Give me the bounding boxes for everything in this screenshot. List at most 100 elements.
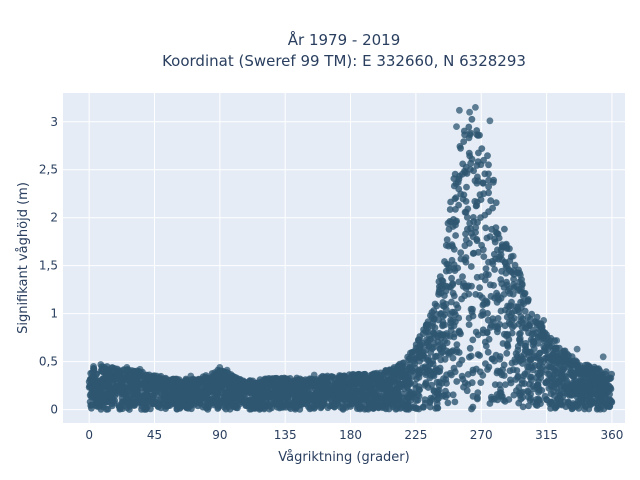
- data-point: [492, 229, 500, 236]
- data-point: [472, 229, 479, 236]
- data-point: [524, 297, 532, 304]
- data-point: [577, 375, 585, 382]
- data-point: [208, 383, 216, 391]
- y-tick-label: 1,5: [39, 259, 58, 273]
- data-point: [594, 400, 602, 408]
- data-point: [499, 243, 507, 251]
- data-point: [469, 403, 477, 411]
- data-point: [90, 363, 97, 370]
- data-point: [521, 307, 529, 315]
- x-tick-label: 180: [339, 428, 362, 442]
- data-point: [384, 385, 392, 392]
- data-point: [284, 394, 291, 401]
- data-point: [412, 397, 420, 404]
- data-point: [527, 356, 535, 363]
- data-point: [477, 196, 485, 204]
- data-point: [542, 379, 550, 386]
- data-point: [408, 353, 416, 360]
- data-point: [501, 322, 509, 330]
- data-point: [451, 267, 459, 274]
- data-point: [308, 382, 315, 390]
- data-point: [348, 371, 356, 379]
- data-point: [293, 396, 301, 404]
- data-point: [530, 330, 537, 338]
- data-point: [562, 403, 570, 411]
- data-point: [551, 370, 559, 378]
- data-point: [522, 342, 529, 350]
- data-point: [459, 375, 467, 383]
- x-tick-label: 225: [404, 428, 427, 442]
- data-point: [495, 234, 503, 242]
- data-point: [518, 389, 525, 397]
- data-point: [461, 292, 469, 300]
- data-point: [553, 337, 561, 344]
- x-tick-label: 315: [535, 428, 558, 442]
- data-point: [445, 225, 453, 233]
- data-point: [510, 391, 518, 399]
- data-point: [106, 388, 113, 395]
- data-point: [486, 281, 494, 289]
- data-point: [173, 405, 181, 413]
- data-point: [502, 381, 509, 388]
- data-point: [386, 370, 394, 377]
- data-point: [483, 329, 491, 337]
- data-point: [596, 388, 603, 395]
- data-point: [430, 329, 437, 337]
- data-point: [474, 158, 482, 166]
- data-point: [481, 276, 489, 284]
- data-point: [465, 321, 473, 328]
- x-axis-title: Vågriktning (grader): [278, 450, 409, 465]
- data-point: [378, 377, 385, 384]
- data-point: [293, 378, 301, 386]
- data-point: [463, 214, 471, 221]
- data-point: [540, 332, 548, 340]
- data-point: [116, 367, 123, 375]
- data-point: [123, 364, 131, 371]
- data-point: [115, 382, 123, 390]
- data-point: [529, 337, 537, 344]
- data-point: [492, 224, 500, 232]
- data-point: [419, 355, 426, 362]
- data-point: [391, 377, 398, 385]
- data-point: [510, 281, 517, 288]
- data-point: [453, 378, 461, 385]
- data-point: [467, 352, 475, 360]
- data-point: [544, 353, 552, 361]
- data-point: [415, 367, 422, 375]
- data-point: [453, 341, 461, 348]
- data-point: [455, 327, 463, 335]
- data-point: [134, 382, 142, 390]
- data-point: [451, 398, 459, 406]
- data-point: [552, 354, 560, 361]
- data-point: [476, 131, 483, 139]
- data-point: [195, 388, 203, 396]
- data-point: [512, 303, 520, 311]
- data-point: [346, 390, 354, 398]
- data-point: [124, 400, 132, 408]
- data-point: [453, 123, 460, 130]
- data-point: [481, 338, 489, 346]
- data-point: [300, 378, 308, 386]
- data-point: [466, 131, 474, 139]
- x-tick-label: 135: [274, 428, 297, 442]
- data-point: [494, 246, 501, 254]
- data-point: [407, 397, 415, 404]
- data-point: [482, 360, 489, 367]
- data-point: [436, 341, 444, 348]
- data-point: [238, 387, 246, 395]
- data-point: [329, 397, 336, 405]
- data-point: [511, 356, 519, 363]
- data-point: [517, 337, 524, 345]
- data-point: [461, 208, 469, 216]
- data-point: [466, 344, 474, 352]
- data-point: [585, 362, 593, 370]
- data-point: [469, 336, 477, 344]
- data-point: [525, 402, 532, 410]
- data-point: [394, 387, 402, 395]
- data-point: [406, 404, 413, 411]
- data-point: [527, 348, 534, 356]
- y-tick-label: 2,5: [39, 163, 58, 177]
- data-point: [561, 363, 568, 371]
- data-point: [446, 369, 454, 377]
- data-point: [428, 396, 436, 403]
